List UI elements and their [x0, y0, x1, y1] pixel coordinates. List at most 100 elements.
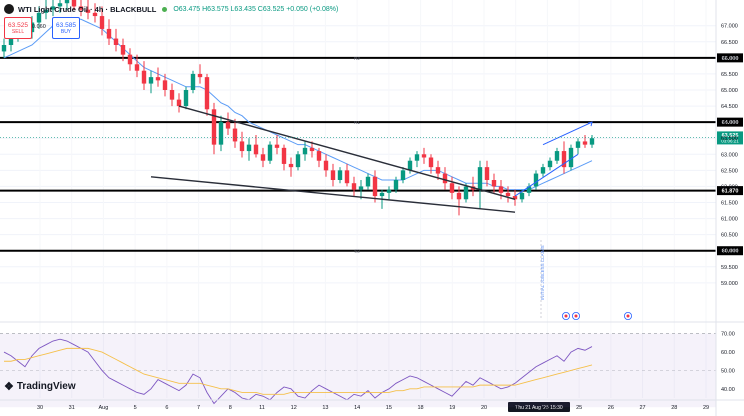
price-tick-label: 64.000 [721, 120, 738, 126]
price-tick-label: 65.000 [721, 88, 738, 94]
candle-body [330, 170, 336, 180]
time-tick-label: 29 [703, 405, 709, 411]
time-tick-label: 19 [449, 405, 455, 411]
candle-body [414, 154, 420, 161]
candle-body [589, 138, 595, 145]
buy-price: 63.585 [56, 21, 76, 29]
candle-body [519, 192, 525, 200]
symbol-logo-icon [4, 4, 14, 14]
trendline-upper [178, 105, 516, 200]
candle-body [225, 122, 231, 129]
price-tick-label: 63.500 [721, 136, 738, 142]
candle-body [484, 167, 490, 180]
sell-price: 63.525 [8, 21, 28, 29]
chart-header: WTI Light Crude Oil · 4h · BLACKBULL O63… [4, 2, 338, 16]
candle-body [57, 3, 63, 7]
time-tick-label: 7 [197, 405, 200, 411]
candle-body [85, 9, 91, 13]
time-tick-label: 25 [576, 405, 582, 411]
candle-body [400, 170, 406, 180]
candle-body [302, 147, 308, 155]
crosshair-date-label: Thu 21 Aug '25 15:30 [515, 405, 563, 411]
crosshair-date-box [508, 402, 570, 412]
time-tick-label: 6 [165, 405, 168, 411]
sell-button[interactable]: 63.525 SELL [4, 17, 32, 39]
rsi-tick-label: 60.00 [721, 350, 735, 356]
candle-body [99, 16, 105, 29]
price-tick-label: 63.000 [721, 152, 738, 158]
candle-body [267, 144, 273, 161]
candle-body [365, 176, 371, 187]
candle-body [36, 12, 42, 23]
tradingview-logo-icon: ❖ [4, 381, 14, 393]
candle-body [113, 38, 119, 45]
time-tick-label: 27 [640, 405, 646, 411]
buy-label: BUY [60, 28, 72, 35]
candle-body [421, 154, 427, 158]
time-tick-label: 30 [37, 405, 43, 411]
candle-body [169, 90, 175, 100]
time-tick-label: 11 [259, 405, 265, 411]
level-price-box [717, 117, 743, 127]
event-flag-dot [574, 314, 578, 318]
candle-body [29, 22, 35, 33]
candle-body [575, 141, 581, 148]
level-price-box [717, 186, 743, 196]
candle-body [78, 6, 84, 10]
level-price-box [717, 53, 743, 63]
candle-body [134, 64, 140, 71]
candle-body [561, 151, 567, 168]
time-tick-label: 14 [354, 405, 360, 411]
candle-body [43, 9, 49, 13]
candle-body [386, 189, 392, 193]
symbol-title[interactable]: WTI Light Crude Oil · 4h · BLACKBULL [18, 4, 157, 14]
candle-body [232, 128, 238, 142]
time-tick-label: 12 [291, 405, 297, 411]
candle-body [526, 186, 532, 193]
level-tag: R1 [354, 120, 360, 125]
candle-body [50, 6, 56, 10]
rsi-tick-label: 70.00 [721, 332, 735, 338]
candlesticks [1, 0, 595, 216]
candle-body [71, 0, 77, 7]
candle-body [141, 70, 147, 84]
candle-body [456, 192, 462, 200]
price-tick-label: 67.000 [721, 24, 738, 30]
buy-button[interactable]: 63.585 BUY [52, 17, 80, 39]
time-tick-label: Aug [99, 405, 109, 411]
level-price-label: 64.000 [722, 120, 739, 126]
candle-body [183, 90, 189, 107]
candle-body [582, 141, 588, 145]
candle-body [547, 160, 553, 168]
price-tick-label: 66.000 [721, 56, 738, 62]
candle-body [505, 192, 511, 197]
candle-body [106, 28, 112, 39]
candle-body [197, 73, 203, 78]
current-price-label: 63.525 [722, 133, 739, 139]
candle-body [435, 167, 441, 174]
candle-body [190, 73, 196, 90]
trendline-projection [542, 121, 593, 146]
rsi-tick-label: 40.00 [721, 387, 735, 393]
candle-body [428, 157, 434, 168]
trendlines [150, 105, 593, 213]
candle-body [120, 45, 126, 55]
candle-body [64, 0, 70, 4]
candle-body [407, 160, 413, 171]
candle-body [155, 77, 161, 81]
candle-body [351, 183, 357, 190]
candle-body [463, 186, 469, 200]
time-tick-label: 13 [322, 405, 328, 411]
level-price-label: 60.000 [722, 249, 739, 255]
spread-value: 0.060 [32, 24, 46, 30]
candle-body [260, 154, 266, 161]
price-tick-label: 62.000 [721, 184, 738, 190]
candle-body [491, 180, 497, 187]
candle-body [323, 160, 329, 171]
price-tick-label: 59.500 [721, 265, 738, 271]
tradingview-logo[interactable]: ❖ TradingView [4, 380, 76, 393]
price-tick-label: 59.000 [721, 281, 738, 287]
